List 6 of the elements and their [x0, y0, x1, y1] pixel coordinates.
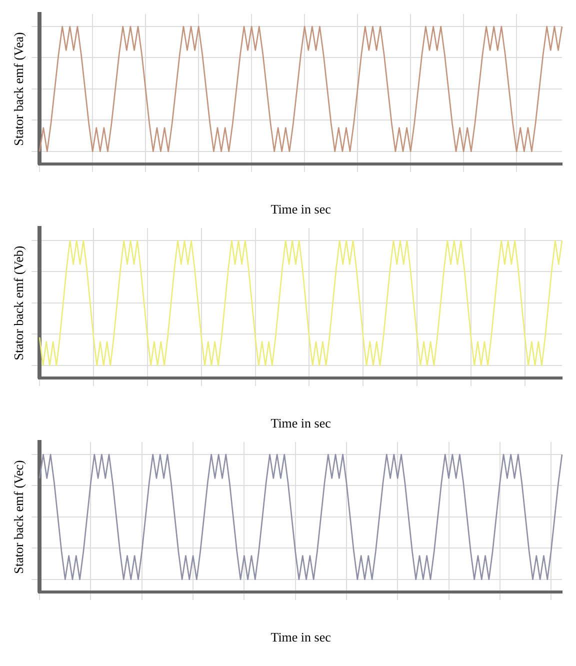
y-axis-title: Stator back emf (Vec): [11, 460, 26, 574]
x-axis-title: Time in sec: [270, 630, 332, 645]
x-axis-title: Time in sec: [270, 202, 332, 217]
x-axis-title: Time in sec: [270, 416, 332, 431]
y-axis-title: Stator back emf (Veb): [11, 246, 26, 360]
y-axis-title: Stator back emf (Vea): [11, 32, 26, 146]
